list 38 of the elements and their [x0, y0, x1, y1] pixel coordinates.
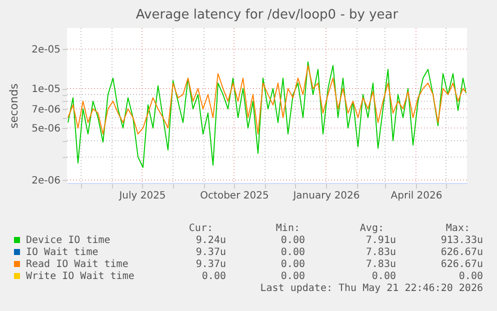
- text: Max:: [446, 223, 470, 234]
- line-series: [68, 61, 466, 168]
- text: 7.83u: [366, 247, 396, 258]
- chart-title: Average latency for /dev/loop0 - by year: [136, 8, 399, 23]
- y-tick-label: 5e-06: [32, 123, 60, 134]
- x-tick-label: October 2025: [200, 190, 269, 202]
- text: 7.91u: [366, 235, 396, 246]
- line-series: [68, 64, 466, 134]
- y-tick-label: 2e-05: [32, 44, 60, 56]
- text: Cur:: [188, 223, 213, 234]
- y-tick-label: 7e-06: [32, 104, 60, 116]
- x-tick-label: April 2026: [390, 190, 442, 202]
- text: 0.00: [372, 271, 396, 282]
- text: 0.00: [202, 271, 226, 282]
- legend-label: IO Wait time: [26, 247, 98, 258]
- legend-label: Read IO Wait time: [26, 259, 128, 270]
- text: 9.37u: [196, 247, 226, 258]
- y-axis-title: seconds: [8, 83, 21, 128]
- x-tick-label: July 2025: [118, 190, 166, 202]
- y-tick-label: 2e-06: [32, 176, 60, 187]
- text: 626.67u: [440, 259, 483, 270]
- text: 9.24u: [196, 235, 226, 246]
- text: Last update: Thu May 21 22:46:20 2026: [260, 283, 483, 294]
- legend-label: Write IO Wait time: [26, 271, 134, 282]
- text: Min:: [276, 223, 300, 234]
- text: 0.00: [280, 235, 305, 246]
- text: 0.00: [280, 271, 305, 282]
- text: 0.00: [280, 259, 305, 270]
- text: Avg:: [360, 223, 384, 234]
- text: 913.33u: [440, 235, 483, 246]
- text: 0.00: [458, 271, 483, 282]
- legend-label: Device IO time: [26, 235, 110, 246]
- text: 0.00: [280, 247, 305, 258]
- text: 7.83u: [366, 259, 396, 270]
- x-tick-label: January 2026: [292, 190, 360, 202]
- y-tick-label: 1e-05: [32, 84, 60, 96]
- text: 9.37u: [196, 259, 226, 270]
- text: 626.67u: [440, 247, 483, 258]
